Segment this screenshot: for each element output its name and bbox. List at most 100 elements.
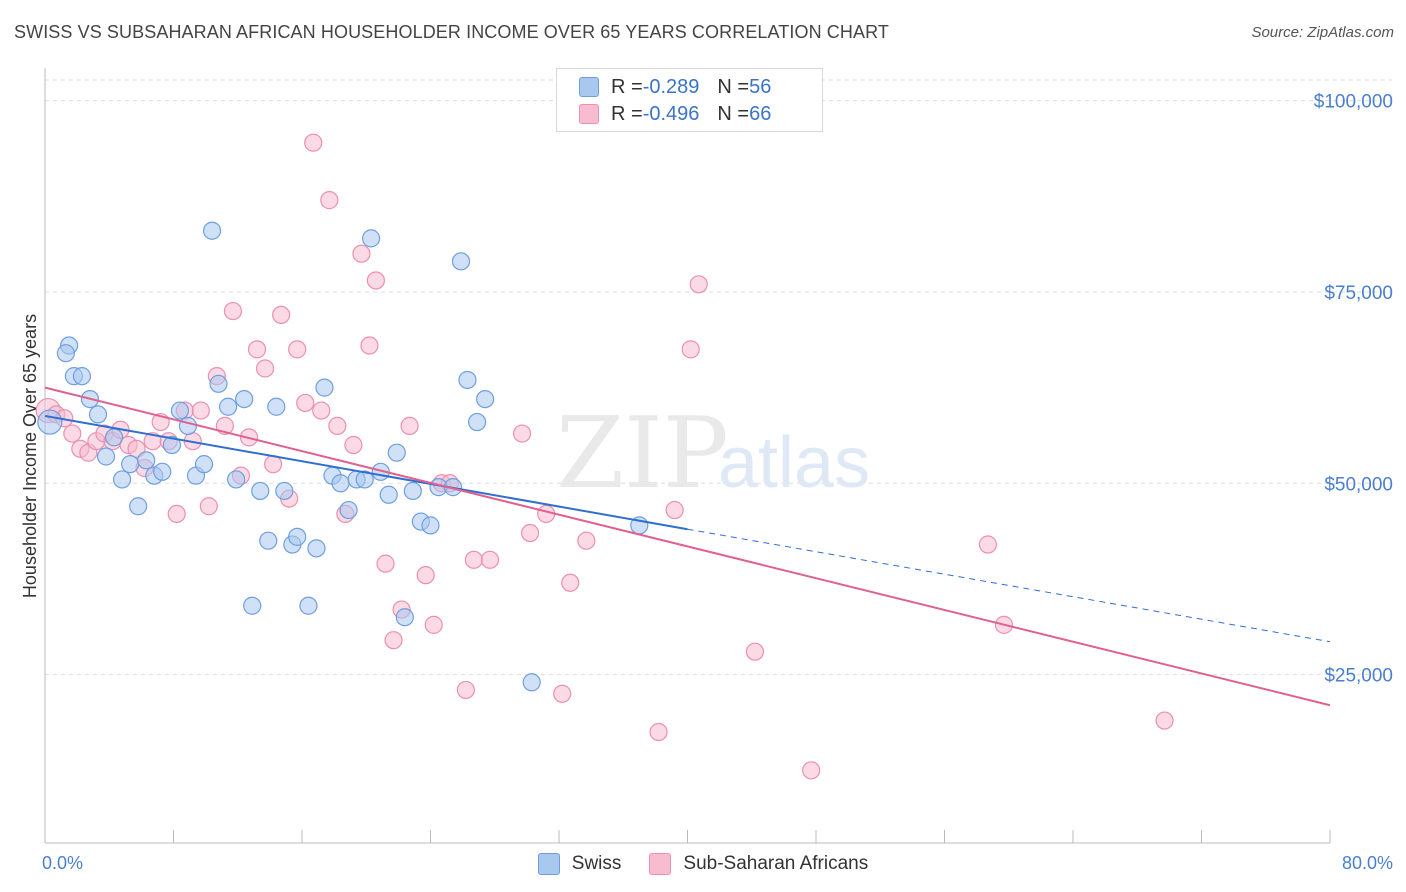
subsaharan-point: [312, 401, 331, 420]
subsaharan-point: [561, 573, 580, 592]
swiss-point: [379, 485, 398, 504]
swiss-point: [339, 500, 358, 520]
swiss-r-value: -0.289: [642, 75, 700, 98]
subsaharan-point: [649, 722, 668, 742]
ss-n-value: 66: [749, 102, 772, 125]
swiss-point: [178, 416, 198, 435]
subsaharan-point: [344, 435, 363, 455]
ss-r-label: R =: [611, 102, 643, 125]
swiss-point: [315, 378, 334, 397]
y-tick-label: $75,000: [1324, 283, 1393, 304]
subsaharan-point: [288, 340, 307, 359]
subsaharan-point: [689, 275, 708, 294]
swiss-point: [202, 221, 222, 240]
swiss-point: [235, 389, 254, 409]
subsaharan-point: [400, 416, 419, 435]
subsaharan-point: [296, 393, 315, 413]
swiss-point: [96, 447, 116, 466]
y-tick-label: $25,000: [1324, 666, 1393, 687]
swiss-point: [56, 344, 75, 363]
subsaharan-legend-label: Sub-Saharan Africans: [683, 853, 869, 874]
swiss-point: [88, 405, 108, 424]
subsaharan-point: [247, 340, 267, 359]
swiss-trend-line: [44, 414, 688, 531]
subsaharan-point: [272, 305, 291, 325]
swiss-point: [421, 516, 440, 535]
watermark-zip: ZIP: [556, 397, 729, 511]
swiss-point: [522, 673, 541, 692]
ss-r-value: -0.496: [642, 102, 700, 125]
subsaharan-point: [1155, 711, 1174, 730]
subsaharan-point: [366, 271, 385, 290]
swiss-point: [267, 397, 286, 416]
x-tick-label-max: 80.0%: [1342, 853, 1393, 873]
swiss-point: [37, 409, 63, 435]
swiss-legend-swatch: [537, 853, 560, 875]
swiss-swatch: [579, 77, 599, 97]
subsaharan-point: [577, 531, 596, 550]
swiss-point: [170, 401, 190, 420]
chart-title: SWISS VS SUBSAHARAN AFRICAN HOUSEHOLDER …: [14, 22, 889, 42]
swiss-point: [275, 481, 294, 501]
legend-item-subsaharan: Sub-Saharan Africans: [649, 853, 868, 875]
subsaharan-point: [424, 615, 443, 634]
subsaharan-swatch: [579, 104, 599, 124]
swiss-point: [112, 470, 132, 489]
x-tick-label-min: 0.0%: [42, 853, 83, 873]
grid-lines: [45, 79, 1392, 676]
swiss-point: [403, 481, 422, 501]
legend-item-swiss: Swiss: [537, 853, 622, 875]
subsaharan-point: [802, 761, 821, 780]
swiss-point: [387, 443, 406, 462]
swiss-n-value: 56: [749, 75, 772, 98]
ss-n-label: N =: [717, 102, 750, 125]
swiss-point: [72, 367, 92, 386]
watermark: ZIP atlas: [556, 397, 870, 511]
subsaharan-point: [512, 424, 532, 443]
subsaharan-legend-swatch: [649, 853, 672, 875]
subsaharan-point: [191, 401, 210, 420]
correlation-legend: R = -0.289 N = 56 R = -0.496 N = 66: [556, 68, 823, 132]
swiss-legend-label: Swiss: [571, 853, 622, 874]
legend-row-subsaharan: R = -0.496 N = 66: [579, 101, 771, 127]
subsaharan-point: [384, 631, 403, 650]
swiss-r-label: R =: [611, 75, 643, 98]
swiss-point: [395, 608, 414, 627]
trend-lines: [44, 386, 1331, 707]
y-tick-label: $50,000: [1324, 474, 1393, 495]
series-legend: Swiss Sub-Saharan Africans: [0, 850, 1406, 878]
watermark-atlas: atlas: [718, 423, 870, 503]
swiss-point: [162, 435, 181, 455]
subsaharan-point: [681, 340, 700, 359]
subsaharan-point: [978, 535, 997, 554]
swiss-point: [451, 252, 471, 271]
chart-source: Source: ZipAtlas.com: [1251, 24, 1394, 41]
subsaharan-point: [255, 359, 275, 378]
swiss-point: [355, 470, 374, 489]
swiss-point: [331, 474, 350, 493]
swiss-point: [476, 389, 495, 409]
subsaharan-point: [223, 301, 243, 321]
swiss-point: [153, 462, 172, 481]
swiss-point: [361, 229, 381, 248]
subsaharan-point: [199, 497, 218, 516]
swiss-trend-extension: [687, 528, 1331, 643]
swiss-point: [458, 370, 477, 390]
legend-row-swiss: R = -0.289 N = 56: [579, 74, 771, 100]
subsaharan-point: [665, 500, 684, 520]
swiss-point: [137, 451, 156, 470]
subsaharan-point: [360, 336, 379, 355]
subsaharan-point: [745, 642, 765, 661]
swiss-n-label: N =: [717, 75, 750, 98]
subsaharan-point: [328, 416, 347, 435]
swiss-point: [227, 470, 246, 489]
subsaharan-trend-line: [44, 386, 1331, 707]
swiss-point: [194, 455, 214, 474]
swiss-point: [129, 497, 148, 516]
swiss-point: [104, 428, 124, 447]
swiss-point: [299, 596, 318, 615]
subsaharan-point: [464, 550, 483, 569]
y-axis-label: Householder Income Over 65 years: [20, 314, 40, 598]
y-tick-labels: $25,000 $50,000 $75,000 $100,000: [1314, 92, 1393, 687]
